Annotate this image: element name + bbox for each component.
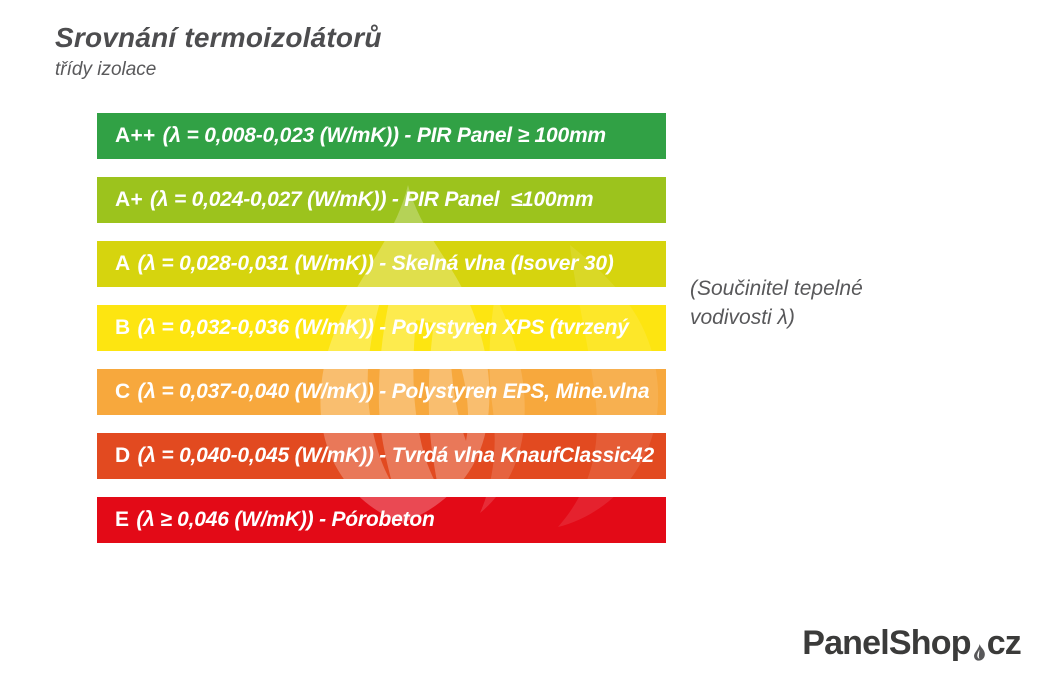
insulation-bar-text: A+ (λ = 0,024-0,027 (W/mK)) - PIR Panel ≤… (115, 188, 594, 212)
thermal-conductivity-note: (Součinitel tepelné vodivosti λ) (690, 277, 863, 329)
insulation-bar-text: B (λ = 0,032-0,036 (W/mK)) - Polystyren X… (115, 316, 629, 340)
insulation-bar: C (λ = 0,037-0,040 (W/mK)) - Polystyren E… (97, 369, 666, 415)
insulation-class-label: B (115, 316, 131, 339)
insulation-bar-description: (λ = 0,028-0,031 (W/mK)) - Skelná vlna (… (137, 252, 614, 275)
insulation-bar: D (λ = 0,040-0,045 (W/mK)) - Tvrdá vlna K… (97, 433, 666, 479)
insulation-bar: A++ (λ = 0,008-0,023 (W/mK)) - PIR Panel … (97, 113, 666, 159)
header: Srovnání termoizolátorů třídy izolace (55, 22, 382, 81)
insulation-bar-text: C (λ = 0,037-0,040 (W/mK)) - Polystyren E… (115, 380, 650, 404)
insulation-bar-description: (λ = 0,040-0,045 (W/mK)) - Tvrdá vlna Kn… (137, 444, 655, 467)
insulation-bar-text: E (λ ≥ 0,046 (W/mK)) - Pórobeton (115, 508, 435, 532)
insulation-bar-description: (λ ≥ 0,046 (W/mK)) - Pórobeton (136, 508, 435, 531)
insulation-bar-description: (λ = 0,008-0,023 (W/mK)) - PIR Panel ≥ 1… (162, 124, 607, 147)
insulation-class-bars: A++ (λ = 0,008-0,023 (W/mK)) - PIR Panel … (97, 113, 666, 561)
insulation-bar: A+ (λ = 0,024-0,027 (W/mK)) - PIR Panel ≤… (97, 177, 666, 223)
insulation-class-label: E (115, 508, 130, 531)
insulation-bar: B (λ = 0,032-0,036 (W/mK)) - Polystyren X… (97, 305, 666, 351)
page-title: Srovnání termoizolátorů (55, 22, 382, 53)
logo-text-cz: cz (986, 624, 1022, 662)
insulation-bar-description: (λ = 0,037-0,040 (W/mK)) - Polystyren EP… (137, 380, 650, 403)
insulation-bar-description: (λ = 0,024-0,027 (W/mK)) - PIR Panel ≤10… (150, 188, 594, 211)
insulation-bar-text: A (λ = 0,028-0,031 (W/mK)) - Skelná vlna … (115, 252, 614, 276)
insulation-class-label: A+ (115, 188, 144, 211)
insulation-bar-description: (λ = 0,032-0,036 (W/mK)) - Polystyren XP… (137, 316, 629, 339)
insulation-class-label: D (115, 444, 131, 467)
insulation-bar: A (λ = 0,028-0,031 (W/mK)) - Skelná vlna … (97, 241, 666, 287)
insulation-bar-text: D (λ = 0,040-0,045 (W/mK)) - Tvrdá vlna K… (115, 444, 654, 468)
insulation-class-label: A (115, 252, 131, 275)
page-subtitle: třídy izolace (55, 59, 157, 80)
logo-flame-icon (973, 644, 985, 661)
insulation-bar: E (λ ≥ 0,046 (W/mK)) - Pórobeton (97, 497, 666, 543)
insulation-class-label: C (115, 380, 131, 403)
panelshop-logo: PanelShop cz (802, 624, 1022, 663)
insulation-bar-text: A++ (λ = 0,008-0,023 (W/mK)) - PIR Panel … (115, 124, 606, 148)
insulation-class-label: A++ (115, 124, 156, 147)
logo-text-panelshop: PanelShop (802, 624, 971, 662)
